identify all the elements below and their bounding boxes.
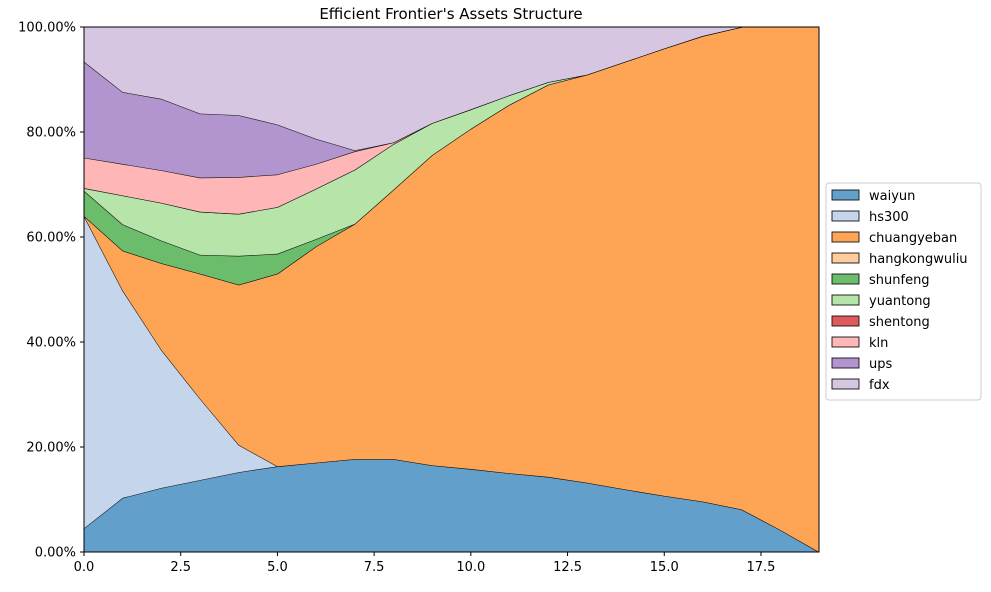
y-tick-label: 40.00% xyxy=(26,336,76,351)
x-tick-label: 10.0 xyxy=(456,560,485,575)
area-waiyun xyxy=(84,459,819,552)
y-tick-label: 60.00% xyxy=(26,231,76,246)
legend-swatch-yuantong xyxy=(831,294,860,306)
legend-label-shentong: shentong xyxy=(869,315,930,330)
legend-label-yuantong: yuantong xyxy=(869,294,931,309)
x-tick-label: 15.0 xyxy=(650,560,679,575)
area-fdx xyxy=(84,27,819,151)
legend: waiyun hs300 chuangyeban hangkongwuliu shunf… xyxy=(825,182,982,401)
x-tick-label: 0.0 xyxy=(74,560,95,575)
legend-label-chuangyeban: chuangyeban xyxy=(869,231,957,246)
legend-label-ups: ups xyxy=(869,357,892,372)
legend-swatch-chuangyeban xyxy=(831,231,860,243)
legend-label-hs300: hs300 xyxy=(869,210,909,225)
y-tick-label: 100.00% xyxy=(18,21,76,36)
legend-swatch-fdx xyxy=(831,378,860,390)
x-tick-label: 12.5 xyxy=(553,560,582,575)
y-tick-label: 20.00% xyxy=(26,441,76,456)
area-chuangyeban xyxy=(84,27,819,552)
x-tick-label: 2.5 xyxy=(170,560,191,575)
y-tick-label: 0.00% xyxy=(35,546,76,561)
legend-label-shunfeng: shunfeng xyxy=(869,273,930,288)
legend-label-fdx: fdx xyxy=(869,378,890,393)
plot-frame xyxy=(83,26,820,553)
x-tick-label: 5.0 xyxy=(267,560,288,575)
area-ups xyxy=(84,27,819,178)
legend-label-hangkongwuliu: hangkongwuliu xyxy=(869,252,968,267)
legend-box xyxy=(825,182,982,401)
area-kln xyxy=(84,27,819,214)
chart-title: Efficient Frontier's Assets Structure xyxy=(319,5,582,23)
legend-swatch-waiyun xyxy=(831,189,860,201)
area-series xyxy=(83,26,820,553)
area-shunfeng xyxy=(84,27,819,285)
legend-swatch-hs300 xyxy=(831,210,860,222)
legend-swatch-shentong xyxy=(831,315,860,327)
legend-swatch-ups xyxy=(831,357,860,369)
x-tick-label: 17.5 xyxy=(746,560,775,575)
y-tick-label: 80.00% xyxy=(26,126,76,141)
area-yuantong xyxy=(84,27,819,256)
x-tick-label: 7.5 xyxy=(364,560,385,575)
legend-swatch-shunfeng xyxy=(831,273,860,285)
legend-label-waiyun: waiyun xyxy=(869,189,915,204)
axes: 0.0 2.5 5.0 7.5 10.0 12.5 15.0 17.5 0.00% 20.00% 4… xyxy=(18,21,820,575)
legend-label-kln: kln xyxy=(869,336,888,351)
legend-swatch-kln xyxy=(831,336,860,348)
legend-swatch-hangkongwuliu xyxy=(831,252,860,264)
